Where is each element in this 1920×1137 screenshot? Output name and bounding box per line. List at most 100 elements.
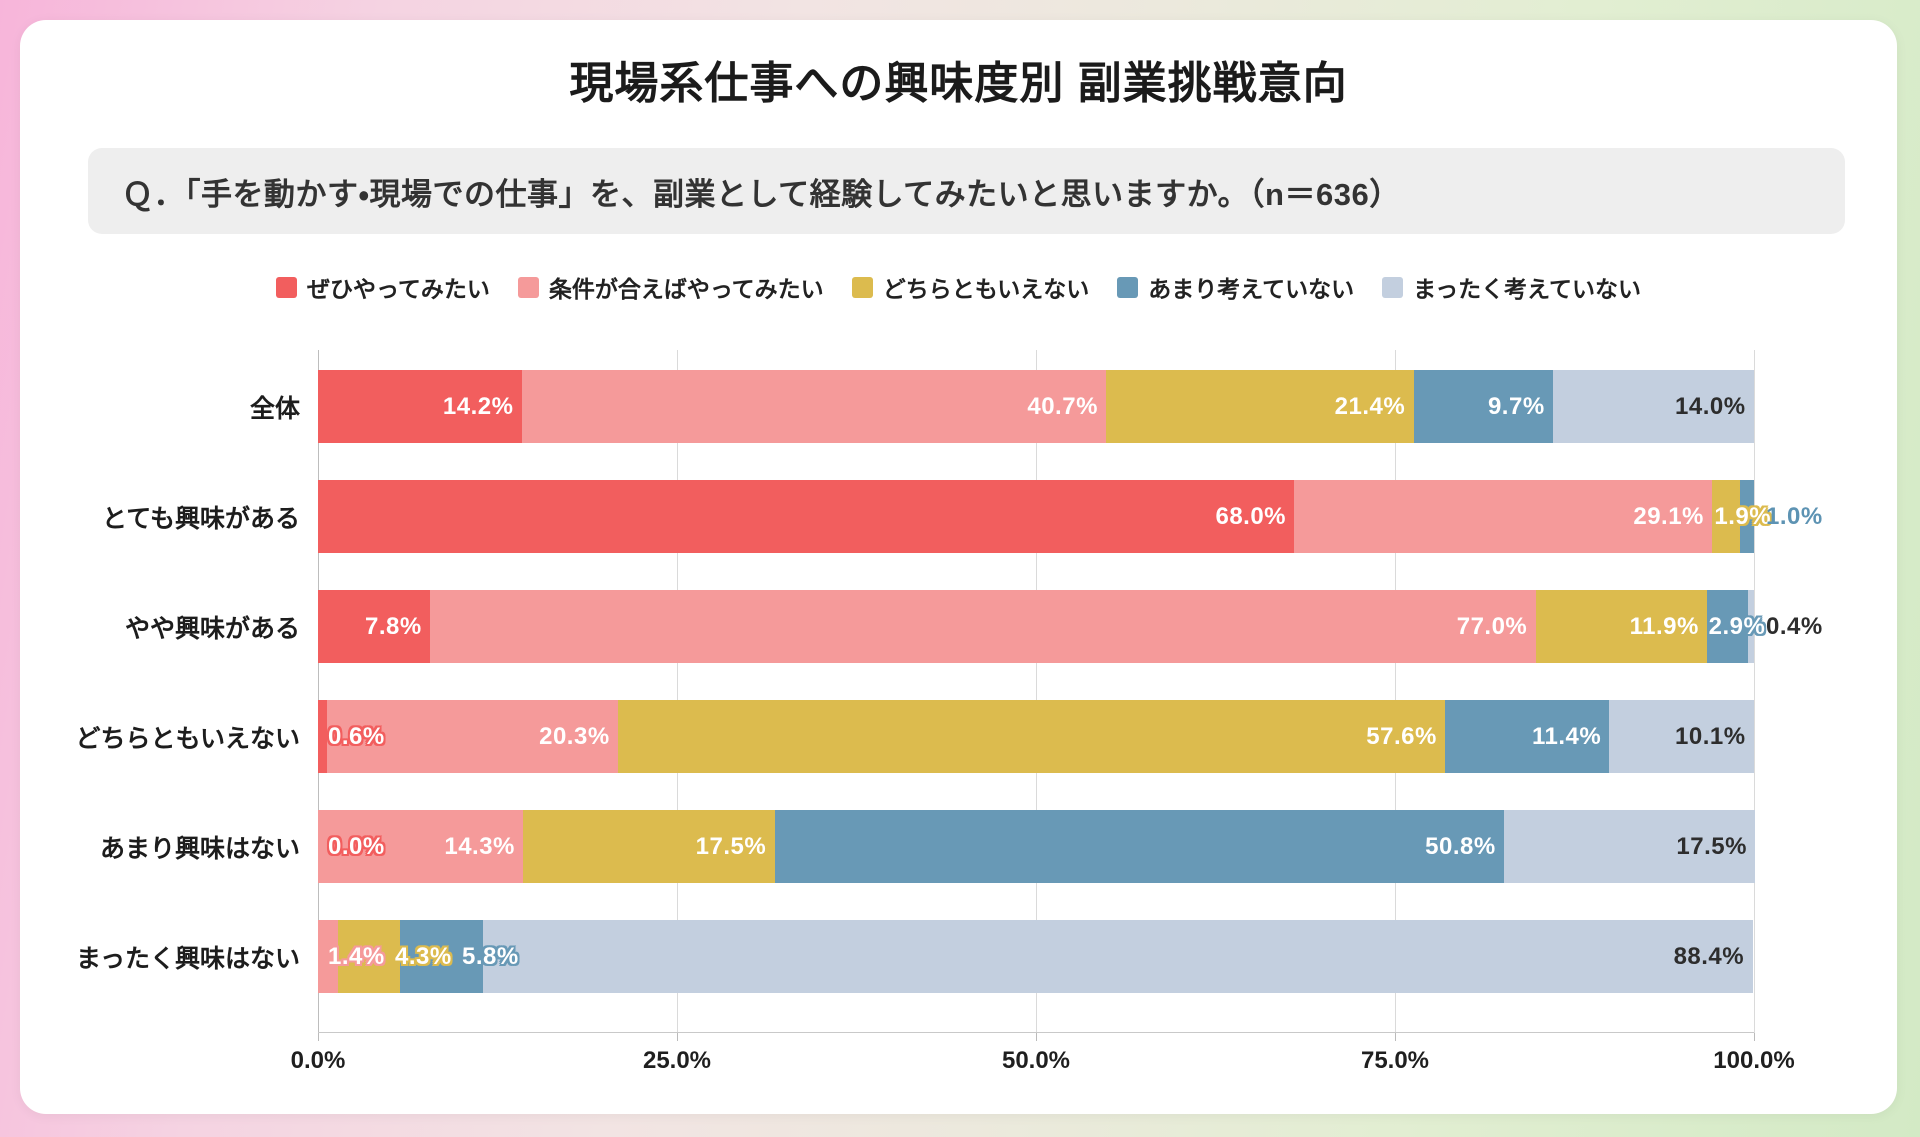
axis-baseline: [318, 1032, 1754, 1033]
gridline: [318, 350, 319, 1033]
category-label: 全体: [249, 394, 300, 423]
bar-segment: [318, 700, 327, 773]
bar-value-label: 11.4%: [1531, 722, 1602, 750]
gridline: [1036, 350, 1037, 1033]
legend-item: あまり考えていない: [1117, 270, 1354, 304]
bar-value-label: 0.4%: [1766, 612, 1823, 640]
bar-track: 7.8% 77.0% 11.9% 2.9% 0.4%: [318, 590, 1822, 663]
bar-value-label: 40.7%: [1027, 392, 1098, 420]
bar-value-label: 17.5%: [695, 832, 767, 860]
bar-value-label: 21.4%: [1334, 392, 1406, 420]
x-axis: 0.0% 25.0% 50.0% 75.0% 100.0%: [291, 1047, 1795, 1081]
bar-value-label: 17.5%: [1676, 832, 1747, 860]
bar-segment: [1535, 590, 1707, 663]
x-tick-label: 25.0%: [642, 1047, 712, 1074]
chart-row: あまり興味はない 0.0% 14.3% 17.5% 50.8% 17.5%: [20, 810, 1897, 883]
category-label: やや興味がある: [124, 614, 300, 643]
category-label: どちらともいえない: [75, 724, 300, 753]
legend-label: 条件が合えばやってみたい: [548, 276, 824, 302]
legend-swatch: [275, 276, 297, 298]
bar-segment: [1106, 370, 1414, 443]
bar-track: 14.2% 40.7% 21.4% 9.7% 14.0%: [318, 370, 1754, 443]
gridline: [1395, 350, 1396, 1033]
bar-value-label: 20.3%: [539, 722, 610, 750]
bar-segment: [338, 920, 400, 993]
x-tick-label: 100.0%: [1713, 1047, 1795, 1074]
bar-segment: [1413, 370, 1553, 443]
bar-value-label: 2.9%: [1708, 612, 1766, 640]
legend-item: どちらともいえない: [851, 270, 1090, 304]
gridlines: [318, 350, 1755, 1041]
category-label: まったく興味はない: [75, 944, 300, 973]
legend-label: あまり考えていない: [1148, 276, 1355, 302]
bar-segment: [521, 370, 1107, 443]
bar-segment: [1504, 810, 1756, 883]
bar-segment: [1739, 480, 1754, 553]
axis-tick: [1036, 1033, 1037, 1041]
x-tick-label: 75.0%: [1360, 1047, 1430, 1074]
bar-value-label: 14.2%: [442, 392, 514, 420]
legend-item: ぜひやってみたい: [275, 270, 490, 304]
legend-swatch: [517, 276, 539, 298]
bar-segment: [1552, 370, 1754, 443]
bar-track: 0.6% 20.3% 57.6% 11.4% 10.1%: [318, 700, 1754, 773]
report-card: 現場系仕事への興味度別 副業挑戦意向 Ｑ．「手を動かす・現場での仕事」を、副業と…: [20, 20, 1897, 1114]
legend: ぜひやってみたい 条件が合えばやってみたい どちらともいえない あまり考えていない まっ…: [20, 270, 1897, 304]
bar-segment: [1294, 480, 1713, 553]
legend-swatch: [1382, 276, 1404, 298]
bar-value-label: 14.3%: [444, 832, 515, 860]
question-box: Ｑ．「手を動かす・現場での仕事」を、副業として経験してみたいと思いますか。（n＝…: [88, 148, 1845, 234]
legend-item: 条件が合えばやってみたい: [517, 270, 824, 304]
bar-value-label: 88.4%: [1673, 942, 1745, 970]
axis-tick: [318, 1033, 319, 1041]
chart-row: 全体 14.2% 40.7% 21.4% 9.7% 14.0%: [20, 370, 1897, 443]
legend-label: ぜひやってみたい: [306, 276, 490, 302]
bar-segment: [318, 920, 339, 993]
bar-segment: [430, 590, 1536, 663]
category-label: あまり興味はない: [99, 834, 300, 863]
bar-value-label: 4.3%: [395, 942, 452, 970]
gridline: [1754, 350, 1755, 1033]
legend-item: まったく考えていない: [1382, 270, 1641, 304]
bar-value-label: 68.0%: [1215, 502, 1287, 530]
bar-value-label: 0.0%: [328, 832, 385, 860]
bar-value-label: 10.1%: [1675, 722, 1746, 750]
chart-rows: 全体 14.2% 40.7% 21.4% 9.7% 14.0% とても興味がある 68.0% 2…: [20, 370, 1897, 993]
x-tick-label: 0.0%: [290, 1047, 346, 1074]
bar-segment: [1445, 700, 1609, 773]
bar-segment: [1608, 700, 1754, 773]
bar-value-label: 1.9%: [1714, 502, 1772, 530]
bar-segment: [318, 590, 430, 663]
bar-segment: [326, 700, 619, 773]
bar-value-label: 5.8%: [462, 942, 519, 970]
bar-value-label: 77.0%: [1456, 612, 1528, 640]
category-label: とても興味がある: [101, 504, 300, 533]
legend-label: どちらともいえない: [882, 276, 1090, 302]
bar-value-label: 1.4%: [328, 942, 385, 970]
bar-segment: [1712, 480, 1740, 553]
bar-value-label: 9.7%: [1487, 392, 1545, 420]
bar-segment: [318, 370, 522, 443]
chart-row: やや興味がある 7.8% 77.0% 11.9% 2.9% 0.4%: [20, 590, 1897, 663]
bar-segment: [1748, 590, 1754, 663]
bar-segment: [618, 700, 1446, 773]
bar-track: 0.0% 14.3% 17.5% 50.8% 17.5%: [318, 810, 1756, 883]
stacked-bar-chart: 全体 14.2% 40.7% 21.4% 9.7% 14.0% とても興味がある 68.0% 2…: [20, 350, 1897, 1081]
bar-segment: [318, 480, 1295, 553]
bar-value-label: 57.6%: [1366, 722, 1437, 750]
legend-swatch: [1117, 276, 1139, 298]
bar-value-label: 0.6%: [328, 722, 385, 750]
bar-value-label: 11.9%: [1629, 612, 1699, 640]
bar-value-label: 14.0%: [1675, 392, 1746, 420]
question-text: Ｑ．「手を動かす・現場での仕事」を、副業として経験してみたいと思いますか。（n＝…: [122, 176, 1401, 212]
bar-segment: [483, 920, 1753, 993]
bar-segment: [774, 810, 1505, 883]
axis-tick: [1395, 1033, 1396, 1041]
gridline: [677, 350, 678, 1033]
bar-value-label: 50.8%: [1425, 832, 1496, 860]
bar-value-label: 1.0%: [1766, 502, 1823, 530]
axis-tick: [1754, 1033, 1755, 1041]
x-tick-label: 50.0%: [1001, 1047, 1071, 1074]
bar-segment: [399, 920, 484, 993]
